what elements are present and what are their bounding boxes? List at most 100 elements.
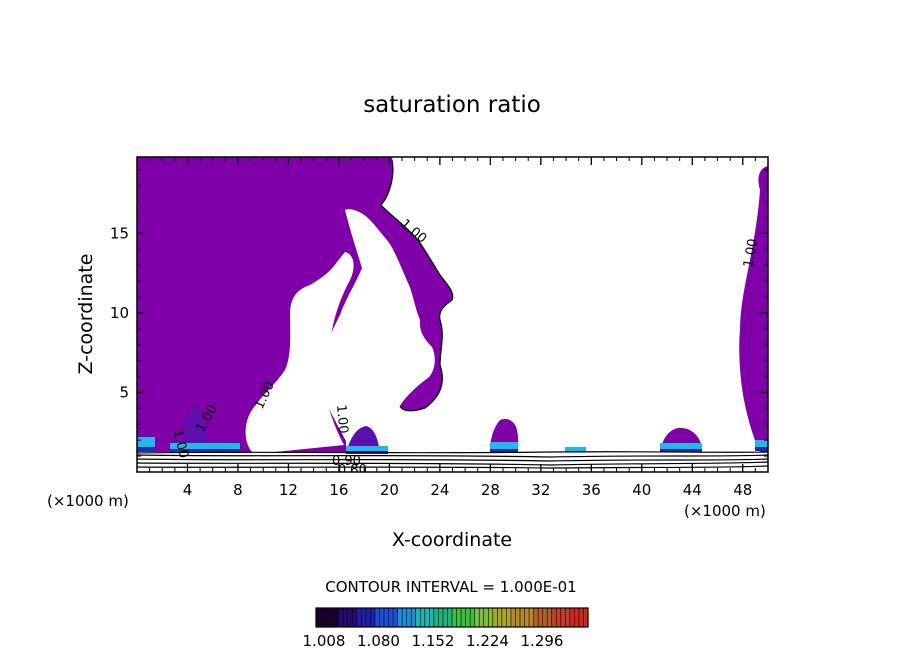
colorbar-swatch bbox=[433, 608, 439, 627]
x-tick-label: 8 bbox=[233, 481, 243, 499]
colorbar-swatch bbox=[316, 608, 321, 627]
colorbar-swatch bbox=[356, 608, 362, 627]
x-tick-label: 32 bbox=[531, 481, 550, 499]
colorbar-tick-label: 1.008 bbox=[303, 632, 346, 650]
contour-label: 0.80 bbox=[338, 463, 367, 478]
colorbar-swatch bbox=[547, 608, 552, 627]
colorbar-swatch bbox=[352, 608, 357, 627]
colorbar-swatch bbox=[420, 608, 425, 627]
colorbar-swatch bbox=[343, 608, 348, 627]
colorbar-swatch bbox=[556, 608, 561, 627]
colorbar-swatch bbox=[538, 608, 543, 627]
contour-interval-note: CONTOUR INTERVAL = 1.000E-01 bbox=[325, 578, 576, 596]
cell-5 bbox=[180, 406, 208, 452]
y-tick-label: 10 bbox=[110, 304, 129, 322]
x-tick-label: 24 bbox=[430, 481, 449, 499]
plot-area: 1.00 1.00 1.00 1.00 1.00 1.00 0.90 0.80 bbox=[137, 157, 768, 478]
x-tick-label: 44 bbox=[683, 481, 702, 499]
colorbar bbox=[315, 607, 589, 628]
colorbar-swatch bbox=[429, 608, 434, 627]
colorbar-swatch bbox=[497, 608, 502, 627]
x-tick-label: 40 bbox=[632, 481, 651, 499]
colorbar-swatch bbox=[465, 608, 471, 627]
colorbar-swatch bbox=[542, 608, 548, 627]
colorbar-swatch bbox=[320, 608, 326, 627]
colorbar-tick-label: 1.152 bbox=[412, 632, 455, 650]
colorbar-swatch bbox=[442, 608, 448, 627]
x-tick-label: 12 bbox=[279, 481, 298, 499]
colorbar-swatch bbox=[483, 608, 489, 627]
supersaturated-region-right bbox=[739, 166, 768, 452]
colorbar-swatch bbox=[365, 608, 371, 627]
colorbar-tick-label: 1.296 bbox=[521, 632, 564, 650]
colorbar-swatch bbox=[379, 608, 384, 627]
colorbar-swatch bbox=[325, 608, 330, 627]
y-tick-label: 15 bbox=[110, 224, 129, 242]
contour-lines bbox=[137, 157, 768, 469]
colorbar-swatch bbox=[569, 608, 575, 627]
colorbar-swatch bbox=[370, 608, 375, 627]
colorbar-swatch bbox=[479, 608, 484, 627]
colorbar-tick-labels: 1.008 1.080 1.152 1.224 1.296 bbox=[303, 632, 564, 650]
x-unit-left: (×1000 m) bbox=[47, 492, 129, 510]
colorbar-swatch bbox=[456, 608, 462, 627]
colorbar-swatch bbox=[393, 608, 398, 627]
colorbar-swatch bbox=[524, 608, 530, 627]
colorbar-swatch bbox=[361, 608, 366, 627]
colorbar-swatch bbox=[501, 608, 507, 627]
colorbar-swatch bbox=[406, 608, 412, 627]
x-tick-label: 36 bbox=[582, 481, 601, 499]
colorbar-swatch bbox=[338, 608, 344, 627]
colorbar-swatch bbox=[438, 608, 443, 627]
colorbar-swatch bbox=[384, 608, 389, 627]
x-tick-label: 16 bbox=[329, 481, 348, 499]
cell-18 bbox=[346, 426, 380, 452]
colorbar-tick-label: 1.224 bbox=[466, 632, 509, 650]
colorbar-swatch bbox=[551, 608, 557, 627]
colorbar-swatch bbox=[402, 608, 407, 627]
colorbar-swatch bbox=[388, 608, 394, 627]
colorbar-swatch bbox=[347, 608, 353, 627]
y-tick-label: 5 bbox=[119, 383, 129, 401]
colorbar-swatch bbox=[488, 608, 493, 627]
colorbar-swatch bbox=[447, 608, 452, 627]
colorbar-swatch bbox=[411, 608, 416, 627]
contour-label: 1.00 bbox=[333, 404, 350, 434]
contour-label: 1.00 bbox=[741, 238, 761, 269]
colorbar-swatch bbox=[520, 608, 525, 627]
colorbar-swatch bbox=[565, 608, 570, 627]
colorbar-swatch bbox=[529, 608, 534, 627]
x-axis: 4 8 12 16 20 24 28 32 36 40 44 48 bbox=[149, 157, 756, 499]
colorbar-swatch bbox=[397, 608, 403, 627]
colorbar-swatch bbox=[578, 608, 584, 627]
colorbar-swatch bbox=[506, 608, 511, 627]
chart-title: saturation ratio bbox=[363, 92, 541, 118]
contour-label: 1.00 bbox=[169, 428, 191, 460]
y-axis: 5 10 15 bbox=[110, 169, 768, 457]
colorbar-swatch bbox=[334, 608, 339, 627]
x-axis-title: X-coordinate bbox=[392, 529, 512, 551]
colorbar-swatch bbox=[474, 608, 480, 627]
x-tick-label: 48 bbox=[733, 481, 752, 499]
x-unit-right: (×1000 m) bbox=[684, 502, 766, 520]
colorbar-swatch bbox=[510, 608, 516, 627]
colorbar-swatch bbox=[329, 608, 335, 627]
colorbar-swatch bbox=[492, 608, 498, 627]
colorbar-swatch bbox=[415, 608, 421, 627]
colorbar-swatch bbox=[515, 608, 520, 627]
x-tick-label: 4 bbox=[183, 481, 193, 499]
colorbar-swatch bbox=[560, 608, 566, 627]
bright-core-strip bbox=[137, 437, 768, 453]
colorbar-swatch bbox=[583, 608, 588, 627]
colorbar-swatch bbox=[574, 608, 579, 627]
colorbar-frame bbox=[315, 607, 589, 628]
colorbar-swatch bbox=[533, 608, 539, 627]
colorbar-tick-label: 1.080 bbox=[357, 632, 400, 650]
colorbar-swatch bbox=[470, 608, 475, 627]
clear-plume-interior bbox=[245, 252, 354, 452]
colorbar-swatch bbox=[374, 608, 380, 627]
colorbar-swatch bbox=[424, 608, 430, 627]
colorbar-swatch bbox=[461, 608, 466, 627]
y-axis-title: Z-coordinate bbox=[75, 254, 97, 375]
